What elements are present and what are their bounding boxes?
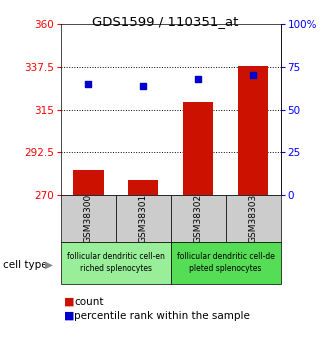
Point: [86, 81, 91, 87]
Bar: [128, 180, 158, 195]
Bar: [226, 195, 280, 242]
Bar: [116, 195, 171, 242]
Text: ■: ■: [64, 311, 75, 321]
Bar: [171, 241, 280, 284]
Text: ▶: ▶: [45, 260, 53, 270]
Bar: [61, 195, 116, 242]
Text: ■: ■: [64, 297, 75, 307]
Text: follicular dendritic cell-de
pleted splenocytes: follicular dendritic cell-de pleted sple…: [177, 253, 275, 273]
Text: GSM38303: GSM38303: [248, 194, 258, 243]
Bar: [61, 241, 171, 284]
Text: count: count: [74, 297, 104, 307]
Text: percentile rank within the sample: percentile rank within the sample: [74, 311, 250, 321]
Bar: [73, 170, 104, 195]
Point: [250, 73, 256, 78]
Point: [196, 76, 201, 81]
Text: follicular dendritic cell-en
riched splenocytes: follicular dendritic cell-en riched sple…: [67, 253, 165, 273]
Text: GSM38300: GSM38300: [84, 194, 93, 243]
Bar: [183, 102, 213, 195]
Text: GSM38302: GSM38302: [194, 194, 203, 243]
Text: cell type: cell type: [3, 260, 48, 270]
Text: GDS1599 / 110351_at: GDS1599 / 110351_at: [92, 16, 238, 29]
Bar: [171, 195, 226, 242]
Point: [141, 83, 146, 88]
Bar: [238, 66, 268, 195]
Text: GSM38301: GSM38301: [139, 194, 148, 243]
